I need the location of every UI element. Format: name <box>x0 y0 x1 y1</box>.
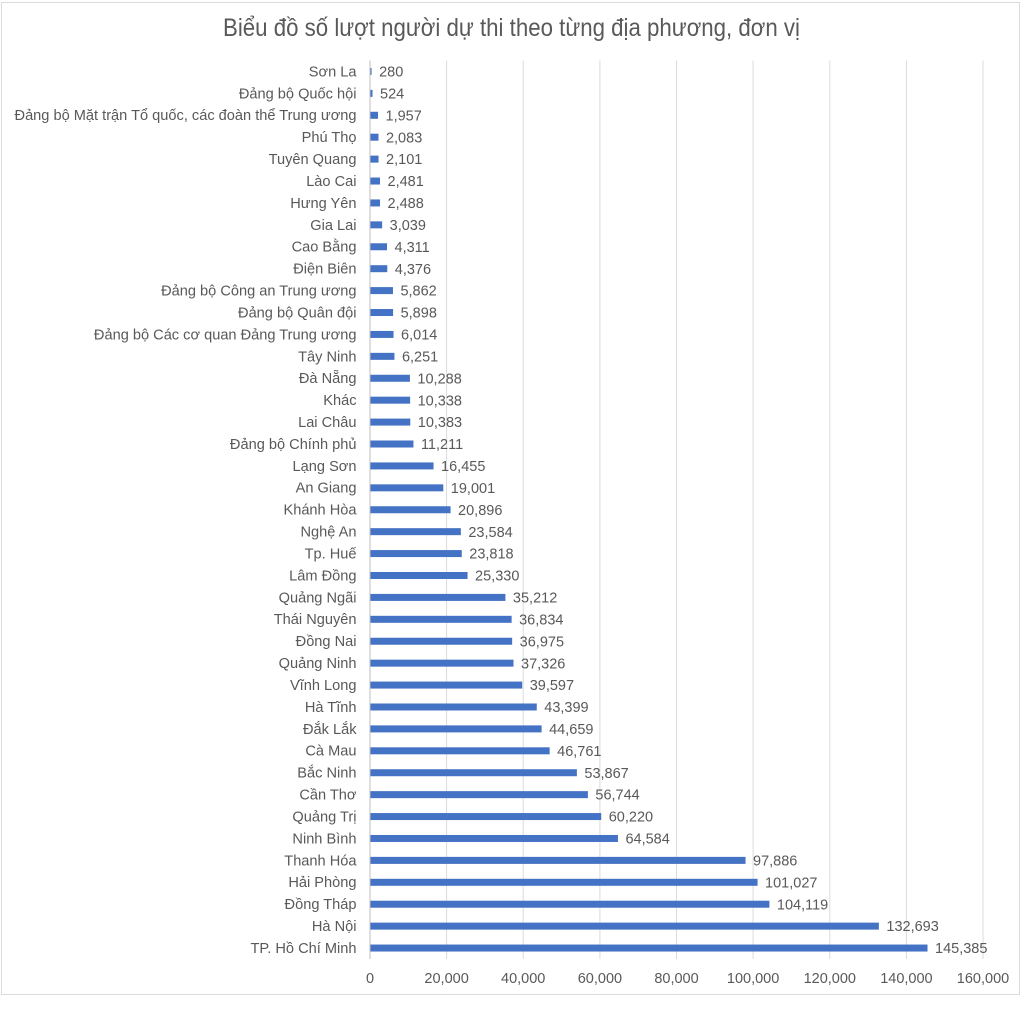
svg-text:Tây Ninh: Tây Ninh <box>298 349 356 365</box>
svg-text:5,898: 5,898 <box>401 306 437 322</box>
svg-text:Đồng Nai: Đồng Nai <box>296 634 357 650</box>
svg-text:36,975: 36,975 <box>520 634 564 650</box>
svg-text:Ninh Bình: Ninh Bình <box>292 831 356 847</box>
svg-text:An Giang: An Giang <box>296 481 357 497</box>
svg-text:11,211: 11,211 <box>421 437 463 453</box>
svg-text:Quảng Ninh: Quảng Ninh <box>279 656 357 672</box>
svg-text:Đồng Tháp: Đồng Tháp <box>285 897 357 913</box>
svg-text:20,896: 20,896 <box>458 503 502 519</box>
svg-text:100,000: 100,000 <box>727 971 779 987</box>
svg-text:Hà Nội: Hà Nội <box>312 919 357 935</box>
svg-text:Đắk Lắk: Đắk Lắk <box>303 721 357 738</box>
svg-text:Sơn La: Sơn La <box>309 64 358 80</box>
svg-text:5,862: 5,862 <box>400 284 436 300</box>
svg-text:1,957: 1,957 <box>386 108 422 124</box>
svg-text:23,818: 23,818 <box>469 547 513 563</box>
svg-text:10,338: 10,338 <box>418 393 462 409</box>
svg-text:Lai Châu: Lai Châu <box>298 415 356 431</box>
svg-text:Khánh Hòa: Khánh Hòa <box>283 503 357 519</box>
svg-text:280: 280 <box>379 65 403 81</box>
svg-text:Tp. Huế: Tp. Huế <box>305 546 357 562</box>
svg-text:Tuyên Quang: Tuyên Quang <box>269 152 357 168</box>
svg-text:Đảng bộ Các cơ quan Đảng Trung: Đảng bộ Các cơ quan Đảng Trung ương <box>94 327 357 343</box>
svg-text:160,000: 160,000 <box>957 971 1009 987</box>
svg-text:2,481: 2,481 <box>388 174 424 190</box>
svg-text:Thanh Hóa: Thanh Hóa <box>284 853 357 869</box>
svg-text:Đảng bộ Quân đội: Đảng bộ Quân đội <box>238 305 356 321</box>
svg-text:Đảng bộ Mặt trận Tổ quốc, các: Đảng bộ Mặt trận Tổ quốc, các đoàn thể T… <box>15 108 357 124</box>
svg-text:Bắc Ninh: Bắc Ninh <box>297 765 356 782</box>
svg-text:Cần Thơ: Cần Thơ <box>299 788 357 804</box>
svg-text:20,000: 20,000 <box>424 971 468 987</box>
svg-text:97,886: 97,886 <box>753 853 797 869</box>
svg-text:60,220: 60,220 <box>609 810 653 826</box>
svg-text:TP. Hồ Chí Minh: TP. Hồ Chí Minh <box>251 941 357 957</box>
svg-text:Khác: Khác <box>323 393 356 409</box>
svg-text:2,488: 2,488 <box>388 196 424 212</box>
svg-text:101,027: 101,027 <box>765 875 817 891</box>
svg-text:2,083: 2,083 <box>386 130 422 146</box>
svg-text:37,326: 37,326 <box>521 656 565 672</box>
svg-text:Lạng Sơn: Lạng Sơn <box>293 459 357 475</box>
svg-text:145,385: 145,385 <box>935 941 987 957</box>
svg-text:43,399: 43,399 <box>544 700 588 716</box>
svg-text:56,744: 56,744 <box>595 788 639 804</box>
svg-text:Lâm Đồng: Lâm Đồng <box>289 568 356 584</box>
svg-text:Đảng bộ Chính phủ: Đảng bộ Chính phủ <box>230 437 357 453</box>
svg-text:Nghệ An: Nghệ An <box>301 525 357 541</box>
svg-text:3,039: 3,039 <box>390 218 426 234</box>
svg-text:120,000: 120,000 <box>804 971 856 987</box>
svg-text:Quảng Ngãi: Quảng Ngãi <box>279 590 357 606</box>
svg-text:64,584: 64,584 <box>625 832 669 848</box>
svg-text:524: 524 <box>380 86 404 102</box>
svg-text:Biểu đồ số lượt người dự thi t: Biểu đồ số lượt người dự thi theo từng đ… <box>223 14 800 42</box>
svg-text:Vĩnh Long: Vĩnh Long <box>290 678 357 694</box>
svg-text:44,659: 44,659 <box>549 722 593 738</box>
svg-text:4,311: 4,311 <box>395 240 430 256</box>
svg-text:Thái Nguyên: Thái Nguyên <box>274 612 357 628</box>
svg-text:Phú Thọ: Phú Thọ <box>302 130 357 146</box>
svg-text:Hưng Yên: Hưng Yên <box>290 196 356 212</box>
svg-text:Hải Phòng: Hải Phòng <box>288 875 356 891</box>
svg-text:35,212: 35,212 <box>513 591 557 607</box>
svg-text:104,119: 104,119 <box>777 897 828 913</box>
svg-text:Điện Biên: Điện Biên <box>293 262 356 278</box>
svg-text:132,693: 132,693 <box>886 919 938 935</box>
svg-text:46,761: 46,761 <box>557 744 601 760</box>
svg-text:10,383: 10,383 <box>418 415 462 431</box>
svg-text:16,455: 16,455 <box>441 459 485 475</box>
svg-text:80,000: 80,000 <box>654 971 698 987</box>
svg-text:Đà Nẵng: Đà Nẵng <box>299 370 357 387</box>
svg-text:60,000: 60,000 <box>578 971 622 987</box>
svg-text:53,867: 53,867 <box>584 766 628 782</box>
svg-text:Quảng Trị: Quảng Trị <box>292 809 356 825</box>
svg-text:Cao Bằng: Cao Bằng <box>292 239 357 256</box>
svg-text:25,330: 25,330 <box>475 569 519 585</box>
svg-text:Cà Mau: Cà Mau <box>305 744 356 760</box>
svg-text:23,584: 23,584 <box>468 525 512 541</box>
svg-text:4,376: 4,376 <box>395 262 431 278</box>
svg-text:2,101: 2,101 <box>386 152 422 168</box>
svg-text:0: 0 <box>366 971 374 987</box>
svg-text:Gia Lai: Gia Lai <box>310 218 356 234</box>
svg-text:40,000: 40,000 <box>501 971 545 987</box>
svg-text:36,834: 36,834 <box>519 612 563 628</box>
svg-text:Đảng bộ Công an Trung ương: Đảng bộ Công an Trung ương <box>161 284 356 300</box>
svg-text:Đảng bộ Quốc hội: Đảng bộ Quốc hội <box>239 86 357 102</box>
svg-text:Lào Cai: Lào Cai <box>306 174 356 190</box>
svg-text:6,014: 6,014 <box>401 328 437 344</box>
svg-text:6,251: 6,251 <box>402 349 438 365</box>
svg-text:39,597: 39,597 <box>530 678 574 694</box>
svg-text:19,001: 19,001 <box>451 481 495 497</box>
svg-text:10,288: 10,288 <box>417 371 461 387</box>
svg-text:140,000: 140,000 <box>880 971 932 987</box>
svg-text:Hà Tĩnh: Hà Tĩnh <box>305 700 357 716</box>
